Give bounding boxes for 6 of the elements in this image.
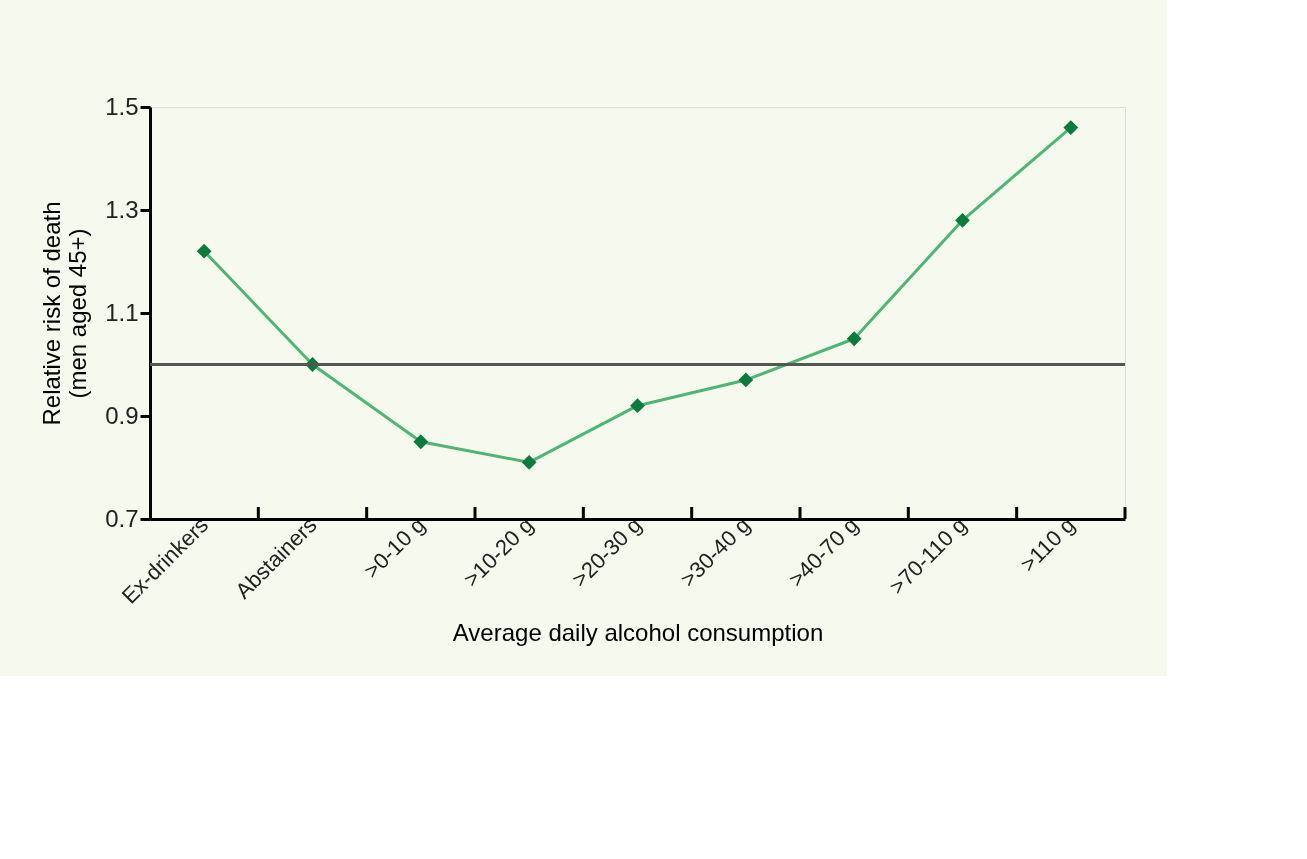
x-axis-title: Average daily alcohol consumption [452, 618, 824, 646]
y-tick-label: 1.3 [105, 195, 139, 223]
y-axis-title: Relative risk of death (men aged 45+) [38, 201, 92, 426]
y-tick-label: 1.1 [105, 298, 139, 326]
y-tick-label: 1.5 [105, 92, 139, 120]
y-tick-label: 0.9 [105, 401, 139, 429]
